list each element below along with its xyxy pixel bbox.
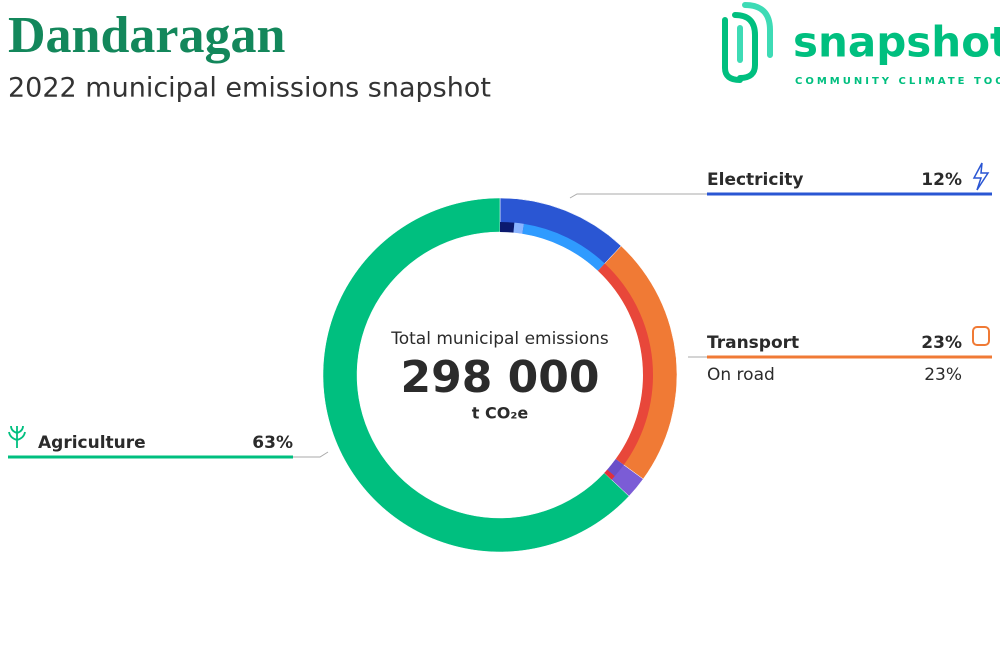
- leader-line: [569, 193, 707, 199]
- agriculture-icon: [8, 425, 26, 448]
- sub-segment: [597, 263, 654, 465]
- transport-icon: [972, 326, 990, 346]
- sub-segment: [500, 222, 515, 233]
- category-label: Transport: [707, 333, 799, 353]
- total: 298 000: [400, 352, 599, 403]
- unit: t CO₂e: [472, 404, 529, 423]
- center-label: Total municipal emissions: [390, 329, 609, 349]
- value-label: 12%: [921, 170, 962, 190]
- sub-segment: [604, 469, 615, 480]
- value-label: 23%: [921, 333, 962, 353]
- sub-segment: [522, 223, 605, 271]
- chart-title: Dandaragan: [8, 7, 285, 64]
- logo-tagline: COMMUNITY CLIMATE TOOL: [795, 76, 1000, 87]
- category-label: Electricity: [707, 170, 804, 190]
- sub-segment: [607, 459, 624, 477]
- chart-subtitle: 2022 municipal emissions snapshot: [8, 73, 491, 104]
- category-label: Agriculture: [38, 433, 146, 453]
- electricity-icon: [972, 162, 990, 191]
- value-label: 23%: [924, 365, 962, 385]
- logo-name: snapshot: [793, 18, 1000, 67]
- leader-line: [293, 451, 329, 458]
- sub-segment: [513, 222, 524, 234]
- donut: [322, 197, 678, 553]
- value-label: 63%: [252, 433, 293, 453]
- subcategory-label: On road: [707, 365, 775, 385]
- logo-icon: [722, 2, 773, 83]
- donut-segment: [322, 197, 630, 553]
- donut-segment: [499, 197, 622, 272]
